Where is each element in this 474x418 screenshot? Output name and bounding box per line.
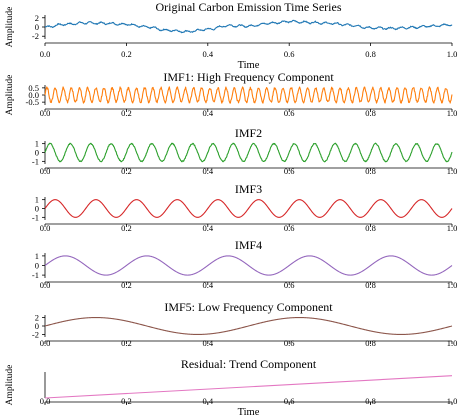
y-tick-label: 0 [35, 321, 39, 331]
panel-title: IMF5: Low Frequency Component [164, 300, 333, 314]
panel-2: IMF1: High Frequency Component 0.0 0.2 0.4 0… [5, 70, 457, 118]
panel-title: IMF1: High Frequency Component [163, 70, 334, 84]
x-tick-label: 0.8 [365, 49, 376, 59]
x-tick-label: 0.0 [40, 338, 51, 348]
x-tick-label: 0.8 [365, 338, 376, 348]
x-tick-label: 0.0 [40, 396, 51, 406]
x-tick-label: 0.4 [202, 396, 213, 406]
panel-3: IMF2 0.0 0.2 0.4 0.6 0.8 1.0 10-1 [32, 126, 457, 176]
x-tick-label: 0.6 [284, 49, 295, 59]
y-tick-label: 1 [35, 251, 39, 261]
panel-4: IMF3 0.0 0.2 0.4 0.6 0.8 1.0 10-1 [32, 182, 457, 233]
y-tick-label: 2 [35, 313, 39, 323]
series-line [44, 255, 453, 276]
x-tick-label: 1.0 [447, 166, 458, 176]
series-line [44, 86, 453, 104]
x-tick-label: 0.8 [365, 166, 376, 176]
x-tick-label: 0.6 [284, 223, 295, 233]
panel-title: Original Carbon Emission Time Series [156, 0, 342, 14]
x-tick-label: 0.4 [202, 223, 213, 233]
x-tick-label: 1.0 [447, 396, 458, 406]
y-tick-label: -1 [32, 212, 39, 222]
y-tick-label: 0 [35, 148, 39, 158]
y-axis-label: Amplitude [5, 365, 15, 406]
series-line [44, 142, 453, 163]
x-tick-label: 0.8 [365, 280, 376, 290]
x-tick-label: 1.0 [447, 223, 458, 233]
y-tick-label: -1 [32, 270, 39, 280]
panel-7: Residual: Trend Component 0.0 0.2 0.4 0.6 0.8… [5, 357, 457, 418]
x-tick-label: 0.2 [121, 49, 132, 59]
y-tick-label: 0 [35, 261, 39, 271]
y-tick-label: -2 [32, 31, 39, 41]
y-axis-label: Amplitude [5, 7, 15, 48]
y-tick-label: 0.0 [28, 90, 39, 100]
panel-1: Original Carbon Emission Time Series 0.0 0… [5, 0, 457, 71]
y-tick-label: 1 [35, 139, 39, 149]
y-tick-label: 1 [35, 195, 39, 205]
x-tick-label: 0.6 [284, 166, 295, 176]
x-tick-label: 0.4 [202, 108, 213, 118]
x-tick-label: 0.2 [121, 280, 132, 290]
x-tick-label: 1.0 [447, 338, 458, 348]
x-tick-label: 0.0 [40, 166, 51, 176]
series-line [44, 199, 453, 218]
x-tick-label: 1.0 [447, 49, 458, 59]
y-tick-label: 2 [35, 13, 39, 23]
x-tick-label: 0.0 [40, 280, 51, 290]
y-tick-label: -2 [32, 329, 39, 339]
x-tick-label: 0.2 [121, 396, 132, 406]
series-line [44, 375, 453, 399]
x-tick-label: 0.2 [121, 166, 132, 176]
series-line [44, 316, 453, 336]
x-axis-label: Time [238, 60, 260, 71]
x-tick-label: 0.8 [365, 223, 376, 233]
x-tick-label: 0.4 [202, 49, 213, 59]
x-tick-label: 0.4 [202, 166, 213, 176]
panel-6: IMF5: Low Frequency Component 0.0 0.2 0.4 0.… [32, 300, 457, 348]
x-tick-label: 0.2 [121, 108, 132, 118]
x-tick-label: 0.8 [365, 108, 376, 118]
y-axis-label: Amplitude [5, 75, 15, 116]
x-tick-label: 0.0 [40, 223, 51, 233]
panel-title: IMF2 [235, 126, 262, 140]
panel-title: Residual: Trend Component [181, 357, 317, 371]
y-tick-label: -0.5 [26, 97, 39, 107]
x-axis-label: Time [238, 407, 260, 418]
x-tick-label: 0.6 [284, 396, 295, 406]
x-tick-label: 1.0 [447, 108, 458, 118]
series-line [44, 19, 453, 34]
panel-title: IMF3 [235, 182, 262, 196]
y-tick-label: -1 [32, 156, 39, 166]
x-tick-label: 0.6 [284, 338, 295, 348]
x-tick-label: 0.4 [202, 338, 213, 348]
x-tick-label: 0.8 [365, 396, 376, 406]
x-tick-label: 0.4 [202, 280, 213, 290]
y-tick-label: 0 [35, 204, 39, 214]
panel-5: IMF4 0.0 0.2 0.4 0.6 0.8 1.0 10-1 [32, 238, 457, 290]
x-tick-label: 0.2 [121, 338, 132, 348]
x-tick-label: 0.6 [284, 108, 295, 118]
x-tick-label: 0.6 [284, 280, 295, 290]
x-tick-label: 0.2 [121, 223, 132, 233]
x-tick-label: 0.0 [40, 49, 51, 59]
x-tick-label: 0.0 [40, 108, 51, 118]
x-tick-label: 1.0 [447, 280, 458, 290]
y-tick-label: 0 [35, 22, 39, 32]
panel-title: IMF4 [235, 238, 262, 252]
y-tick-label: 0.5 [28, 83, 39, 93]
